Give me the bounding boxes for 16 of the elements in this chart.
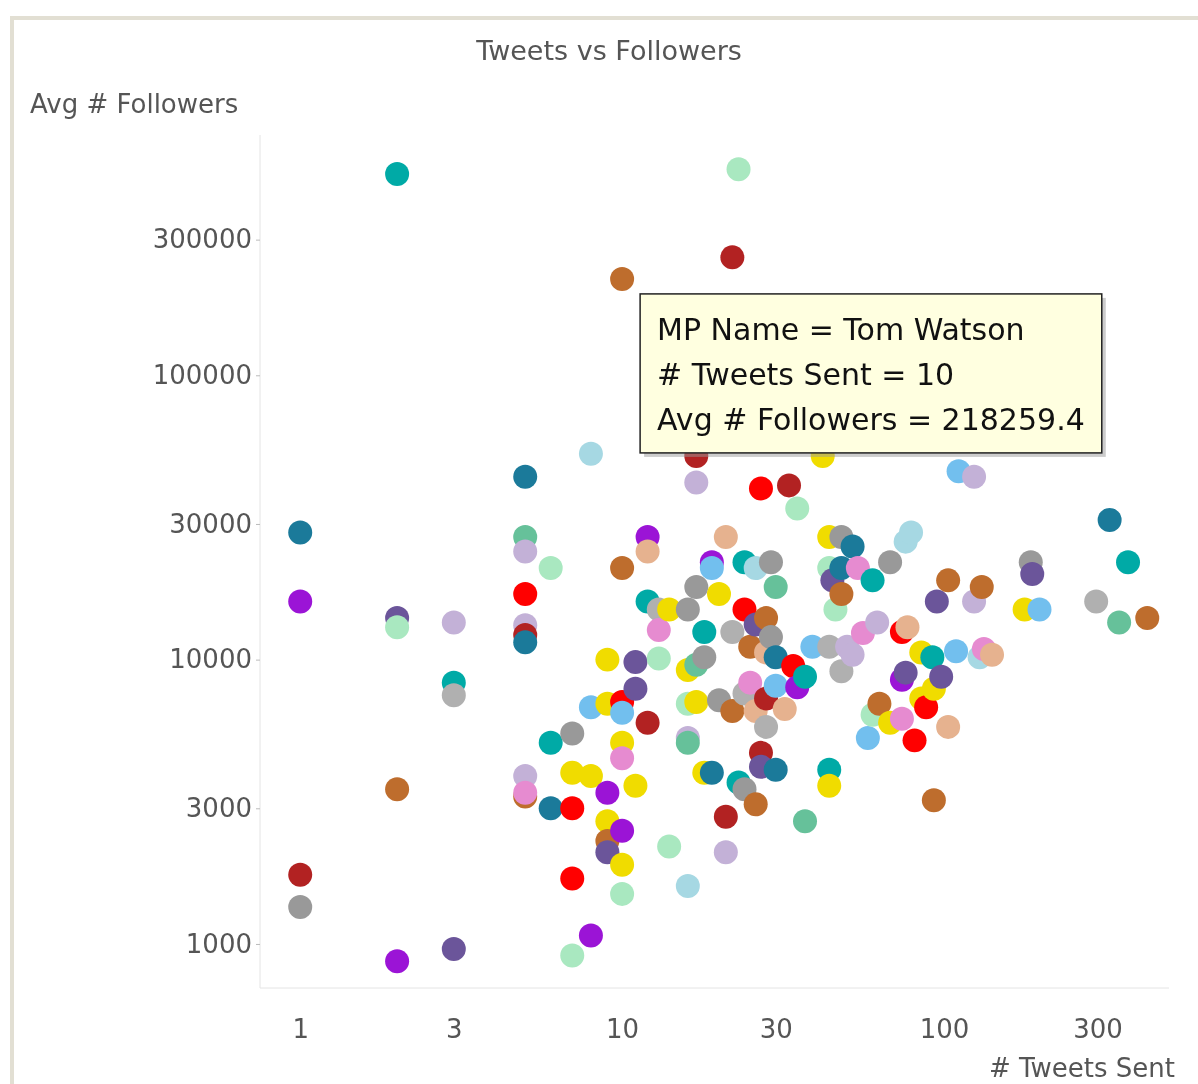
y-tick-label: 30000 [169, 508, 252, 539]
x-tick-label: 1 [292, 1014, 309, 1045]
y-axis-title: Avg # Followers [30, 89, 239, 119]
x-axis-title: # Tweets Sent [988, 1053, 1175, 1083]
chart-title: Tweets vs Followers [475, 35, 742, 66]
annotation: MP Name = Tom Watson # Tweets Sent = 10 Avg # Followers = 218259.4 [657, 311, 1085, 437]
x-tick-label: 300 [1073, 1014, 1123, 1045]
y-tick-label: 1000 [185, 928, 252, 959]
x-tick-label: 100 [919, 1014, 970, 1045]
x-tick-label: 3 [446, 1014, 463, 1045]
x-tick-label: 10 [606, 1014, 640, 1045]
x-tick-label: 30 [759, 1014, 793, 1045]
y-tick-label: 10000 [169, 644, 252, 675]
y-tick-label: 100000 [152, 360, 252, 391]
y-tick-label: 3000 [185, 793, 252, 824]
y-tick-label: 300000 [152, 224, 252, 255]
